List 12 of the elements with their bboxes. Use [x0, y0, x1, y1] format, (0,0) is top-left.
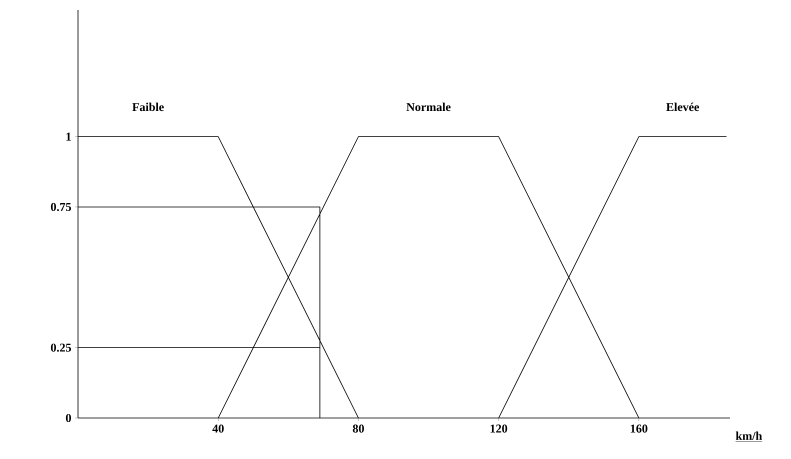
text: Faible: [132, 102, 164, 112]
x-axis-title: km/h: [736, 432, 762, 440]
y-tick-label: 0.75: [50, 202, 72, 212]
text: Normale: [406, 102, 451, 112]
y-tick-label: 0: [66, 414, 72, 422]
x-tick-label: 120: [490, 424, 508, 433]
y-tick-label: 1: [66, 132, 71, 141]
x-tick-label: 80: [352, 424, 364, 433]
x-tick-label: 160: [630, 424, 648, 433]
x-tick-label: 40: [212, 424, 224, 433]
text: Elevée: [666, 102, 700, 112]
y-tick-label: 0.25: [50, 344, 72, 352]
